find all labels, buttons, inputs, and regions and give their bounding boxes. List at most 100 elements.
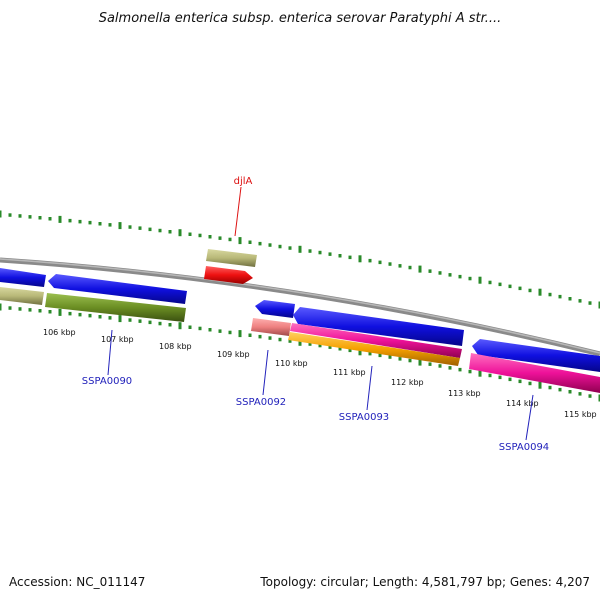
minor-tick [488, 280, 492, 285]
minor-tick [68, 218, 72, 223]
minor-tick [388, 355, 392, 359]
minor-tick [508, 377, 512, 382]
minor-tick [108, 316, 112, 320]
tick-label: 112 kbp [391, 378, 424, 387]
gene-label-SSPA0092[interactable]: SSPA0092 [236, 397, 286, 408]
tick-label: 114 kbp [506, 399, 539, 408]
minor-tick [508, 284, 512, 289]
cds-feature[interactable] [0, 287, 44, 305]
minor-tick [458, 367, 462, 372]
minor-tick [88, 220, 92, 225]
minor-tick [138, 226, 142, 230]
minor-tick [518, 286, 522, 291]
tick-label: 113 kbp [448, 389, 481, 398]
minor-tick [498, 282, 502, 287]
major-tick [298, 245, 302, 253]
minor-tick [18, 214, 22, 218]
minor-tick [438, 271, 442, 275]
minor-tick [208, 328, 212, 332]
minor-tick [588, 301, 592, 305]
tick-label: 111 kbp [333, 368, 366, 377]
gene-label-SSPA0094[interactable]: SSPA0094 [499, 442, 549, 453]
major-tick [238, 237, 242, 245]
cds-feature[interactable] [206, 249, 257, 267]
accession-text: Accession: NC_011147 [9, 575, 145, 589]
minor-tick [548, 292, 552, 297]
genome-summary-text: Topology: circular; Length: 4,581,797 bp… [259, 575, 590, 589]
gene-labels: djlA SSPA0090 SSPA0092 SSPA0093 SSPA0094 [82, 176, 549, 453]
minor-tick [68, 311, 72, 316]
minor-tick [568, 297, 572, 301]
minor-tick [388, 262, 392, 266]
minor-tick [308, 249, 312, 253]
minor-tick [588, 394, 592, 398]
map-title: Salmonella enterica subsp. enterica sero… [99, 11, 502, 26]
cds-feature[interactable] [48, 274, 187, 304]
minor-tick [48, 217, 52, 221]
minor-tick [448, 366, 452, 370]
cds-feature[interactable] [293, 307, 464, 346]
minor-tick [168, 323, 172, 327]
cds-feature[interactable] [288, 332, 460, 366]
minor-tick [228, 237, 232, 242]
minor-tick [398, 357, 402, 361]
minor-tick [128, 225, 132, 229]
cds-feature[interactable] [0, 268, 46, 287]
minor-tick [28, 308, 32, 312]
minor-tick [158, 228, 162, 233]
minor-tick [528, 288, 532, 293]
gene-label-djlA[interactable]: djlA [234, 176, 253, 187]
gene-label-SSPA0090[interactable]: SSPA0090 [82, 376, 132, 387]
gene-label-SSPA0093[interactable]: SSPA0093 [339, 412, 389, 423]
minor-tick [278, 244, 282, 249]
minor-tick [578, 392, 582, 396]
minor-tick [158, 321, 162, 326]
minor-tick [498, 375, 502, 380]
minor-tick [468, 276, 472, 281]
minor-tick [468, 369, 472, 374]
cds-feature[interactable] [255, 300, 295, 318]
major-tick [538, 288, 542, 296]
minor-tick [198, 233, 202, 238]
cds-feature[interactable] [472, 339, 600, 372]
minor-tick [318, 250, 322, 255]
cds-feature[interactable] [469, 353, 600, 393]
minor-tick [488, 373, 492, 378]
minor-tick [138, 319, 142, 323]
minor-tick [188, 325, 192, 329]
minor-tick [448, 273, 452, 277]
major-tick [118, 315, 122, 323]
outer-tick-ring [0, 210, 600, 309]
cds-feature[interactable] [251, 318, 291, 336]
minor-tick [28, 215, 32, 219]
minor-tick [218, 236, 222, 240]
minor-tick [578, 299, 582, 303]
minor-tick [368, 258, 372, 263]
minor-tick [18, 307, 22, 311]
genome-backbone [0, 257, 600, 357]
minor-tick [458, 274, 462, 279]
minor-tick [268, 336, 272, 340]
tick-label: 108 kbp [159, 342, 192, 351]
minor-tick [258, 334, 262, 339]
scale-labels: 106 kbp 107 kbp 108 kbp 109 kbp 110 kbp … [43, 328, 597, 419]
cds-feature[interactable] [45, 293, 186, 322]
minor-tick [268, 243, 272, 247]
minor-tick [208, 235, 212, 239]
cds-feature[interactable] [290, 323, 462, 358]
minor-tick [168, 230, 172, 234]
minor-tick [8, 306, 12, 310]
tick-label: 107 kbp [101, 335, 134, 344]
minor-tick [98, 222, 102, 226]
minor-tick [408, 265, 412, 270]
minor-tick [428, 362, 432, 366]
lower-feature-track [0, 287, 600, 393]
minor-tick [378, 353, 382, 358]
minor-tick [518, 379, 522, 384]
minor-tick [328, 252, 332, 256]
major-tick [178, 229, 182, 237]
minor-tick [78, 219, 82, 224]
minor-tick [48, 310, 52, 314]
djlA-feature[interactable] [204, 266, 253, 284]
